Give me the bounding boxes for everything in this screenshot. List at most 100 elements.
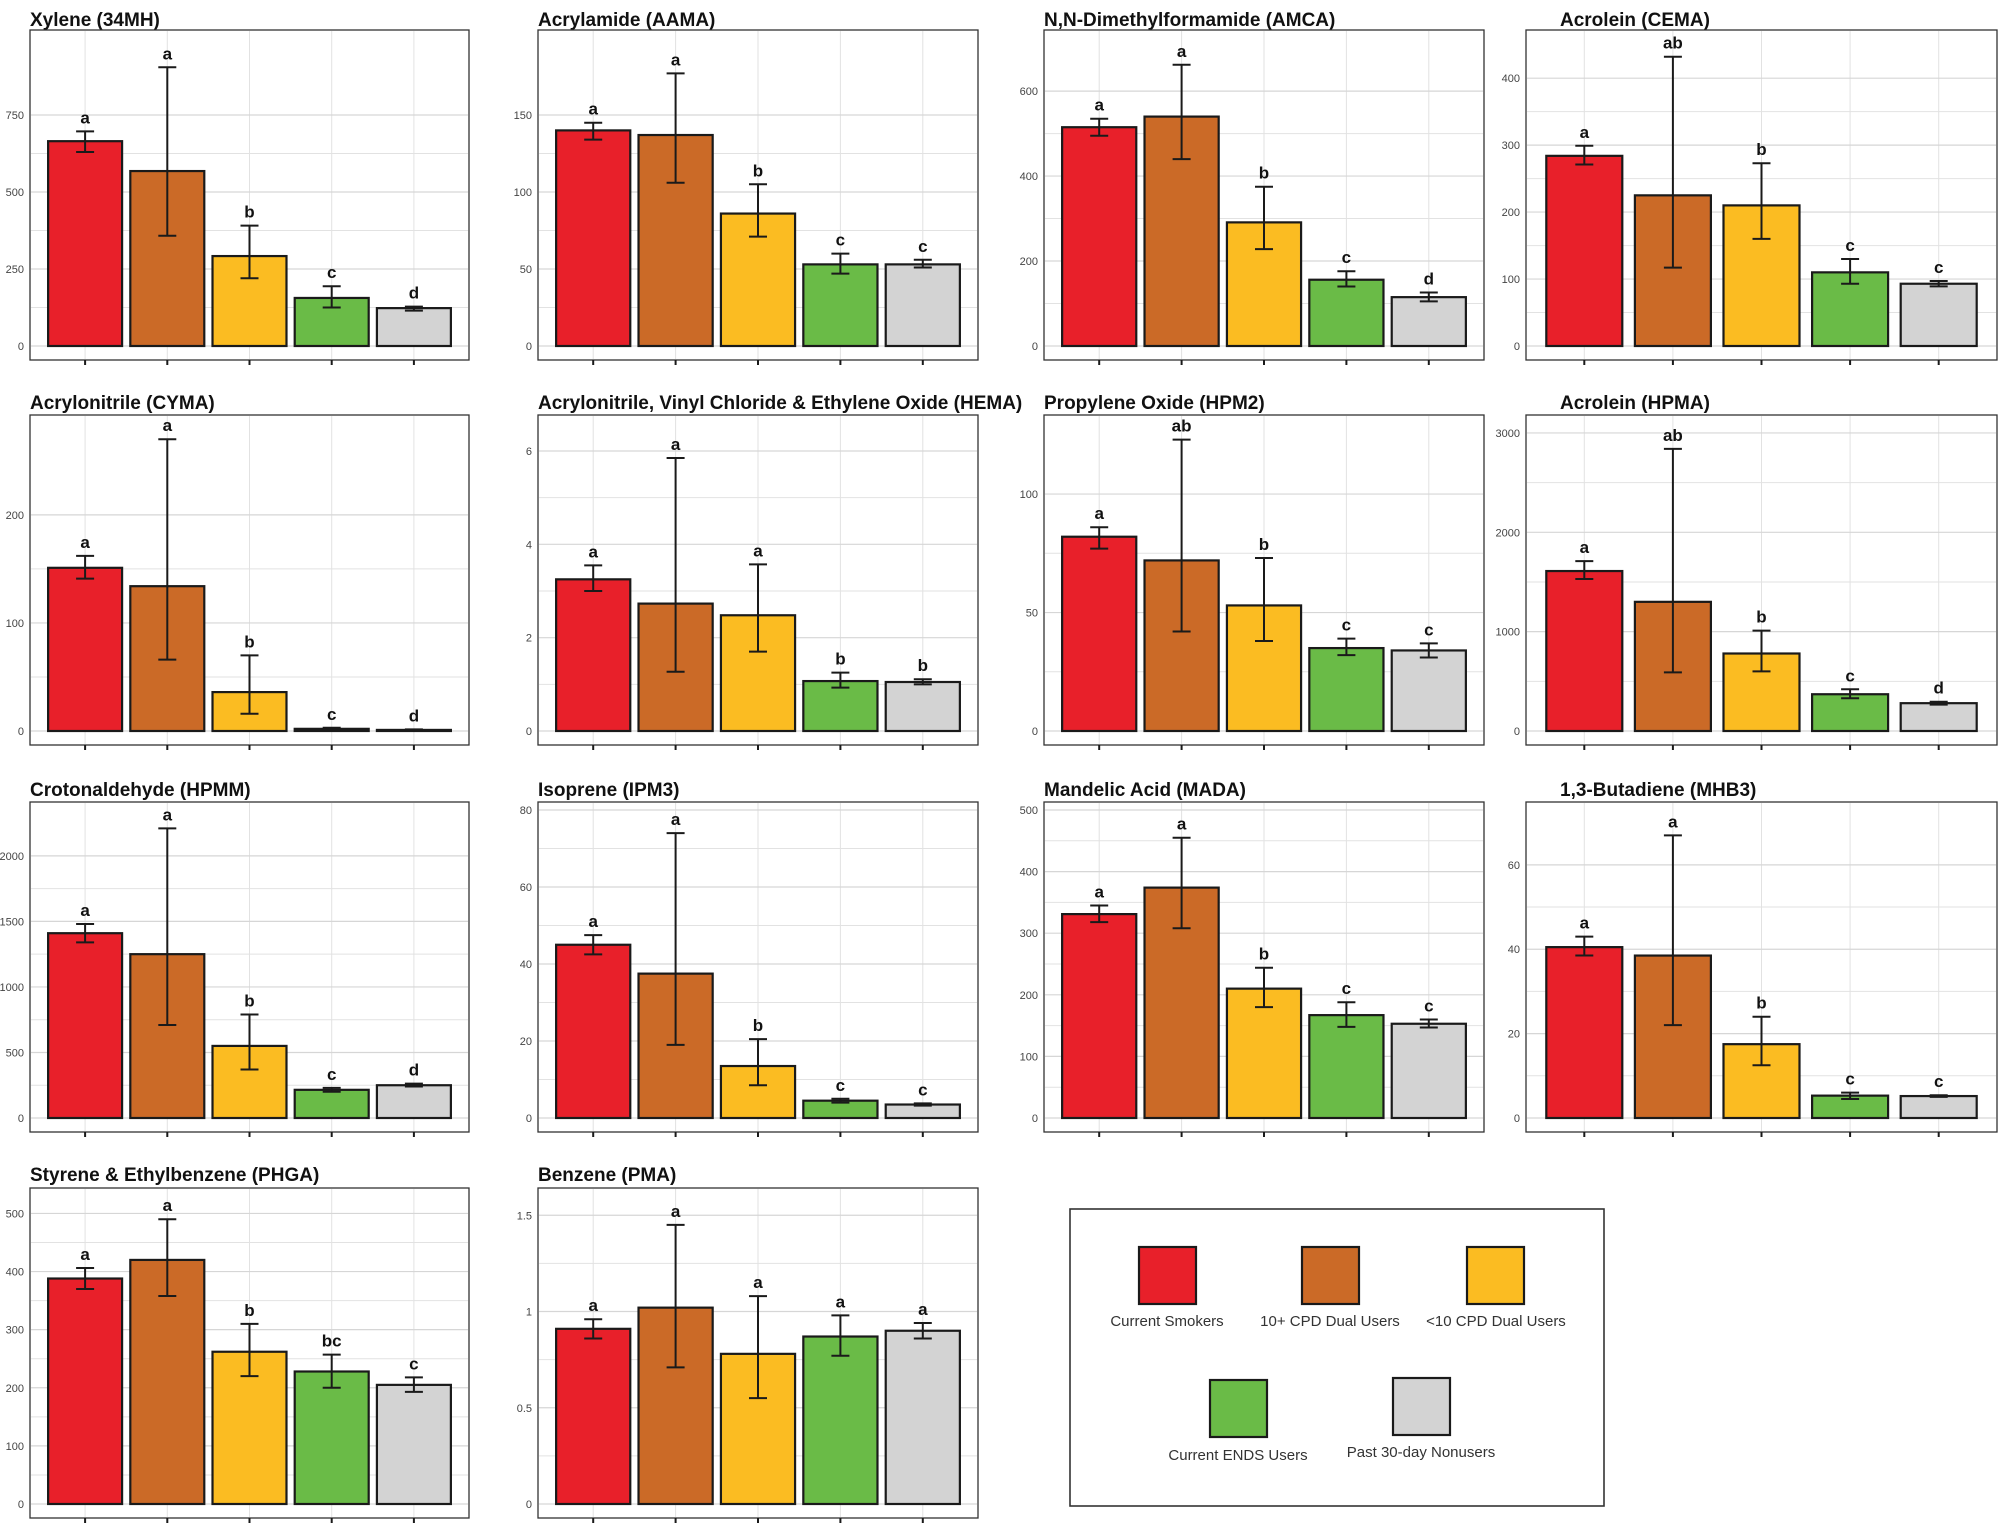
y-tick-label: 20 [520, 1036, 532, 1048]
bar [802, 1335, 879, 1506]
chart-panel-14: Benzene (PMA) 0 0.5 1 1.5 a a a a a [517, 1165, 979, 1523]
bar [1633, 954, 1713, 1120]
significance-label: c [1342, 616, 1351, 635]
y-tick-label: 0 [1032, 1113, 1038, 1125]
y-tick-label: 0 [526, 1113, 532, 1125]
significance-label: b [918, 656, 928, 675]
significance-label: b [244, 1301, 254, 1320]
y-tick-label: 50 [520, 264, 532, 276]
chart-panel-9: Crotonaldehyde (HPMM) 0 500 1000 1500 2000 a a b… [0, 780, 470, 1137]
legend-label-current-ends-users: Current ENDS Users [1168, 1447, 1307, 1464]
significance-label: a [671, 810, 681, 829]
legend: Current Smokers 10+ CPD Dual Users <10 C… [1069, 1208, 1605, 1507]
y-tick-label: 60 [1508, 860, 1520, 872]
significance-label: c [1342, 248, 1351, 267]
significance-label: b [244, 991, 254, 1010]
legend-swatch-current-ends-users [1208, 1378, 1269, 1439]
significance-label: a [163, 805, 173, 824]
significance-label: b [1756, 994, 1766, 1013]
significance-label: c [918, 237, 927, 256]
significance-label: b [1259, 945, 1269, 964]
y-tick-label: 60 [520, 882, 532, 894]
y-tick-label: 200 [1020, 990, 1038, 1002]
bar [802, 679, 879, 733]
significance-label: c [918, 1080, 927, 1099]
chart-panel-5: Acrylonitrile (CYMA) 0 100 200 a a b c d [6, 393, 470, 750]
y-tick-label: 0 [526, 726, 532, 738]
chart-panel-12: 1,3-Butadiene (MHB3) 0 20 40 60 a a b c c [1508, 780, 1998, 1137]
y-tick-label: 300 [1020, 928, 1038, 940]
significance-label: b [1259, 164, 1269, 183]
significance-label: a [80, 533, 90, 552]
significance-label: a [163, 1196, 173, 1215]
significance-label: c [1845, 1070, 1854, 1089]
significance-label: b [244, 203, 254, 222]
significance-label: a [1668, 812, 1678, 831]
y-tick-label: 2000 [0, 851, 24, 863]
chart-panel-11: Mandelic Acid (MADA) 0 100 200 300 400 500 a a b c… [1020, 780, 1485, 1137]
significance-label: a [671, 435, 681, 454]
panel-title: Crotonaldehyde (HPMM) [30, 780, 251, 801]
bar [1810, 693, 1890, 733]
significance-label: b [1756, 608, 1766, 627]
y-tick-label: 1.5 [517, 1210, 532, 1222]
chart-panel-4: Acrolein (CEMA) 0 100 200 300 400 a ab b c c [1502, 10, 1998, 365]
significance-label: c [836, 231, 845, 250]
significance-label: a [836, 1292, 846, 1311]
legend-label-past-30day-nonusers: Past 30-day Nonusers [1347, 1444, 1495, 1461]
panel-title: 1,3-Butadiene (MHB3) [1560, 780, 1756, 801]
legend-label-under10-dual-users: <10 CPD Dual Users [1426, 1313, 1566, 1330]
chart-panel-1: Xylene (34MH) 0 250 500 750 a a b c d [6, 10, 470, 365]
panel-title: Mandelic Acid (MADA) [1044, 780, 1246, 801]
bar [555, 578, 632, 733]
y-tick-label: 100 [514, 187, 532, 199]
legend-swatch-past-30day-nonusers [1391, 1376, 1452, 1437]
chart-panel-2: Acrylamide (AAMA) 0 50 100 150 a a b c c [514, 10, 979, 365]
significance-label: ab [1172, 417, 1192, 436]
bar [1061, 913, 1138, 1120]
chart-panel-13: Styrene & Ethylbenzene (PHGA) 0 100 200 300 4… [6, 1165, 470, 1523]
legend-swatch-10plus-dual-users [1300, 1245, 1361, 1306]
significance-label: c [327, 705, 336, 724]
significance-label: a [588, 100, 598, 119]
bar [47, 1277, 124, 1506]
significance-label: c [1424, 996, 1433, 1015]
panel-title: Acrylamide (AAMA) [538, 10, 715, 31]
significance-label: a [1094, 882, 1104, 901]
significance-label: b [1756, 140, 1766, 159]
bar [802, 263, 879, 348]
significance-label: a [1580, 914, 1590, 933]
y-tick-label: 100 [6, 1441, 24, 1453]
bar [1308, 278, 1385, 348]
bar [1545, 154, 1624, 348]
significance-label: a [80, 108, 90, 127]
significance-label: a [1580, 123, 1590, 142]
bar [375, 1383, 452, 1506]
bar [1545, 946, 1624, 1120]
significance-label: b [753, 1016, 763, 1035]
significance-label: b [835, 650, 845, 669]
bar [1061, 535, 1138, 733]
significance-label: b [753, 161, 763, 180]
y-tick-label: 500 [1020, 805, 1038, 817]
y-tick-label: 600 [1020, 86, 1038, 98]
y-tick-label: 0.5 [517, 1403, 532, 1415]
bar [375, 307, 452, 348]
significance-label: a [163, 44, 173, 63]
significance-label: a [588, 1296, 598, 1315]
significance-label: c [327, 1065, 336, 1084]
panel-title: Acrylonitrile (CYMA) [30, 393, 215, 414]
panel-title: Acrolein (CEMA) [1560, 10, 1710, 31]
significance-label: c [1845, 236, 1854, 255]
y-tick-label: 1000 [1496, 627, 1520, 639]
panel-title: Propylene Oxide (HPM2) [1044, 393, 1265, 414]
y-tick-label: 0 [1032, 726, 1038, 738]
y-tick-label: 40 [520, 959, 532, 971]
y-tick-label: 0 [18, 341, 24, 353]
panel-title: Benzene (PMA) [538, 1165, 676, 1186]
bar [1545, 569, 1624, 733]
significance-label: d [409, 706, 419, 725]
bar [47, 566, 124, 733]
significance-label: a [671, 1202, 681, 1221]
